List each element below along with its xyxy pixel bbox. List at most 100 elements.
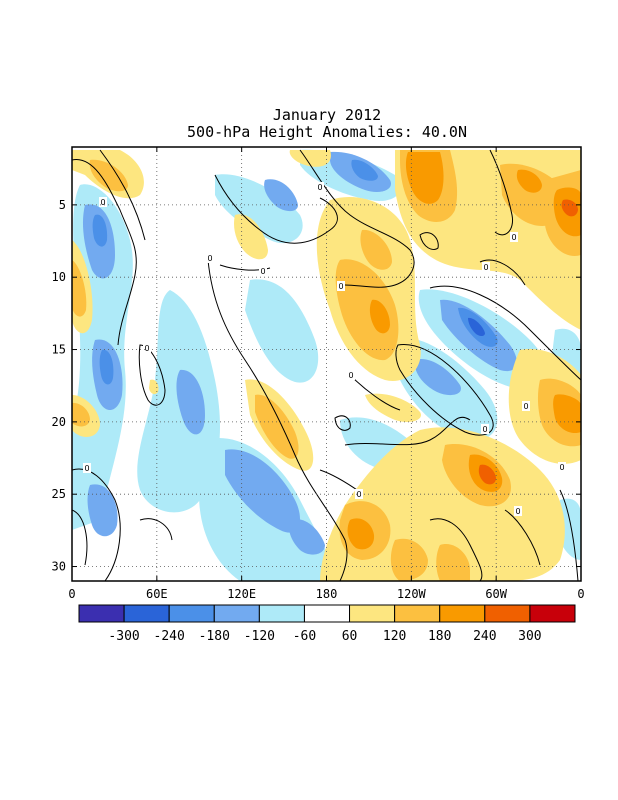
contour-label: 0 <box>83 463 91 473</box>
colorbar-label: 240 <box>473 629 496 644</box>
zero-contour <box>479 259 526 286</box>
contour-label-text: 0 <box>260 267 265 276</box>
pos-anomaly-region <box>255 394 299 459</box>
zero-contour <box>214 174 338 244</box>
contour-label-text: 0 <box>483 263 488 272</box>
contour-label-text: 0 <box>207 254 212 263</box>
anomaly-field: 0 0 0 0 0 0 0 0 0 0 0 0 0 0 0 <box>72 147 581 581</box>
x-tick-label: 60W <box>485 587 507 601</box>
contour-label: 0 <box>143 343 151 353</box>
colorbar-label: -60 <box>293 629 316 644</box>
contour-label-text: 0 <box>338 282 343 291</box>
contour-label: 0 <box>482 262 490 272</box>
neg-anomaly-region <box>225 449 300 533</box>
pos-anomaly-region <box>561 199 578 217</box>
zero-contour <box>299 149 415 288</box>
zero-contour <box>419 232 439 250</box>
chart-subtitle: 500-hPa Height Anomalies: 40.0N <box>187 123 467 141</box>
x-tick-label: 180 <box>316 587 338 601</box>
pos-anomaly-region <box>360 229 392 270</box>
neg-anomaly-region <box>264 179 298 212</box>
colorbar-swatch <box>123 604 170 623</box>
zero-contour <box>138 344 166 406</box>
colorbar-swatch <box>78 604 125 623</box>
contour-label: 0 <box>99 197 107 207</box>
zero-contour <box>489 149 514 236</box>
zero-contour <box>395 344 494 436</box>
zero-contours <box>72 149 581 581</box>
contour-label-text: 0 <box>84 464 89 473</box>
x-tick-label: 60E <box>146 587 168 601</box>
contour-label-text: 0 <box>144 344 149 353</box>
colorbar: -300 -240 -180 -120 -60 60 120 180 240 300 <box>78 604 576 644</box>
y-tick-label: 30 <box>52 560 66 574</box>
contour-label: 0 <box>522 401 530 411</box>
colorbar-label: -120 <box>244 629 275 644</box>
colorbar-swatch <box>168 604 215 623</box>
pos-anomaly-region <box>89 159 128 192</box>
contour-label-text: 0 <box>356 490 361 499</box>
zero-contour <box>559 489 579 581</box>
colorbar-swatch <box>439 604 486 623</box>
pos-anomaly-region <box>347 518 375 550</box>
neg-anomaly-region <box>414 359 461 396</box>
pos-anomaly-region <box>553 394 581 434</box>
contour-label: 0 <box>259 266 267 276</box>
contour-label: 0 <box>316 182 324 192</box>
colorbar-label: -180 <box>199 629 230 644</box>
colorbar-swatch <box>213 604 260 623</box>
x-tick-label: 0 <box>577 587 584 601</box>
pos-anomaly-region <box>72 260 87 317</box>
pos-anomaly-region <box>369 299 390 334</box>
neg-anomaly-region <box>87 484 118 537</box>
y-tick-label: 5 <box>59 198 66 212</box>
neg-anomaly-region <box>215 174 303 244</box>
pos-anomaly-region <box>289 150 331 167</box>
contour-label-text: 0 <box>348 371 353 380</box>
contour-label-text: 0 <box>523 402 528 411</box>
zero-contour <box>504 509 541 566</box>
neg-anomaly-region <box>288 519 325 555</box>
pos-anomaly-region <box>72 402 90 427</box>
contour-label: 0 <box>510 232 518 242</box>
zero-contour <box>72 159 137 346</box>
zero-contour <box>207 259 348 581</box>
colorbar-swatch <box>349 604 396 623</box>
y-tick-label: 10 <box>52 270 66 284</box>
x-tick-label: 120W <box>397 587 427 601</box>
contour-label-text: 0 <box>511 233 516 242</box>
zero-contour <box>429 285 581 381</box>
contour-labels: 0 0 0 0 0 0 0 0 0 0 0 0 0 0 0 <box>83 182 566 516</box>
neg-anomaly-region <box>92 214 108 247</box>
zero-contour <box>334 415 351 431</box>
colorbar-label: 180 <box>428 629 451 644</box>
colorbar-label: -240 <box>154 629 185 644</box>
y-tick-label: 20 <box>52 415 66 429</box>
contour-label-text: 0 <box>482 425 487 434</box>
pos-anomaly-region <box>390 538 428 581</box>
x-axis: 0 60E 120E 180 120W 60W 0 <box>68 147 585 601</box>
zero-contour <box>72 509 88 566</box>
contour-label-text: 0 <box>515 507 520 516</box>
contour-label: 0 <box>347 370 355 380</box>
colorbar-swatch <box>258 604 305 623</box>
colorbar-label: 300 <box>518 629 541 644</box>
zero-contour <box>139 518 173 541</box>
neg-anomaly-region <box>99 349 114 385</box>
colorbar-swatch <box>303 604 351 623</box>
colorbar-label: 120 <box>383 629 406 644</box>
y-tick-label: 15 <box>52 343 66 357</box>
y-tick-label: 25 <box>52 487 66 501</box>
colorbar-swatch <box>394 604 441 623</box>
contour-label-text: 0 <box>559 463 564 472</box>
chart-title: January 2012 <box>272 106 382 124</box>
contour-label: 0 <box>206 253 214 263</box>
x-tick-label: 0 <box>68 587 75 601</box>
contour-label: 0 <box>514 506 522 516</box>
pos-anomaly-region <box>436 544 470 581</box>
contour-label: 0 <box>558 462 566 472</box>
neg-anomaly-region <box>245 279 319 383</box>
contour-label-text: 0 <box>317 183 322 192</box>
neg-anomaly-region <box>351 159 378 181</box>
